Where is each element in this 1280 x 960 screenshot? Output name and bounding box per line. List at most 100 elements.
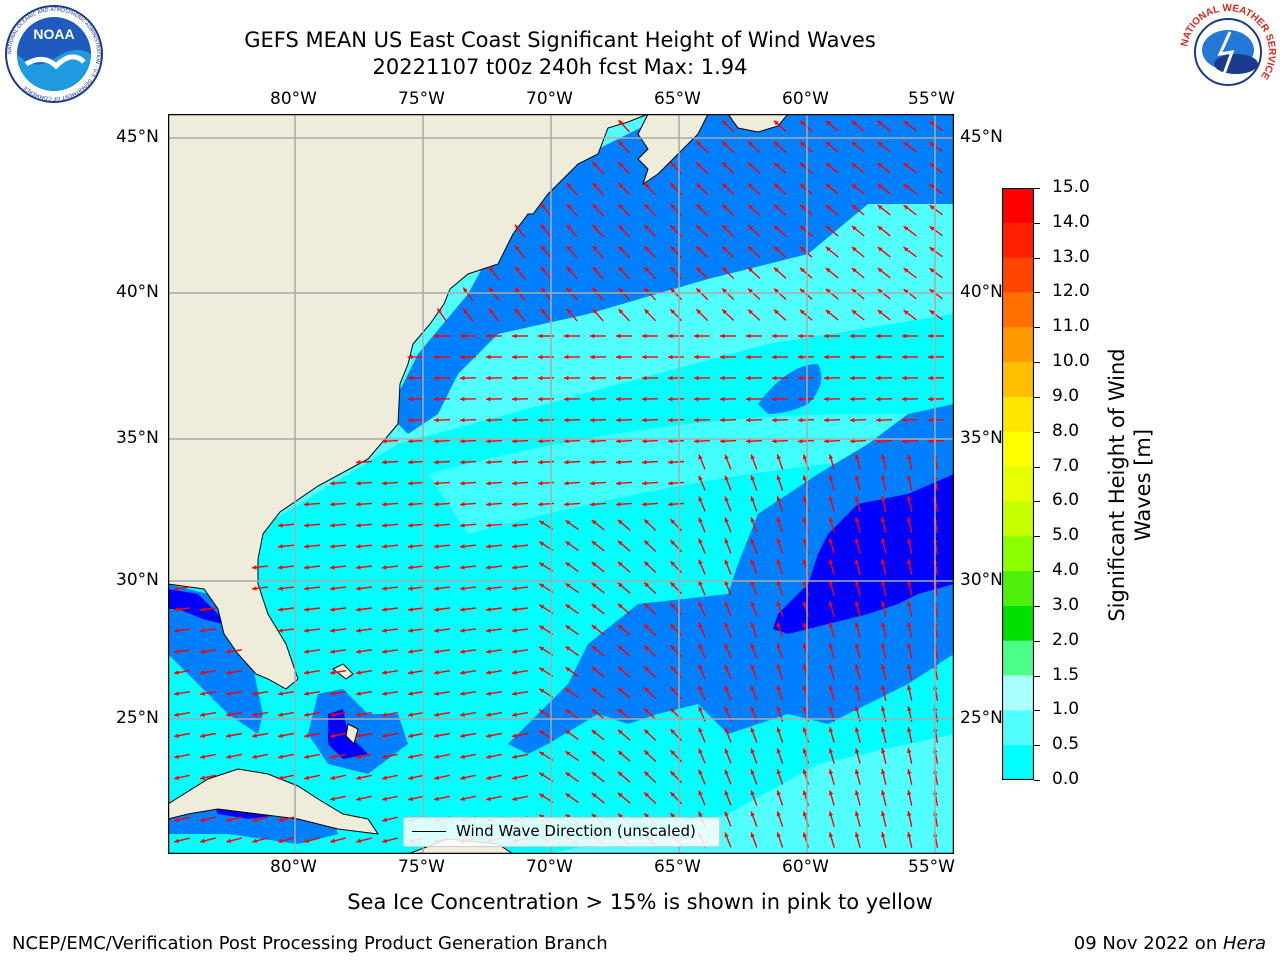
lat-label-left: 25°N — [116, 708, 159, 728]
wind-wave-arrowhead — [928, 354, 933, 360]
wind-wave-arrowhead — [670, 687, 676, 692]
wind-wave-map — [168, 114, 954, 854]
wind-wave-arrowhead — [670, 225, 676, 231]
colorbar-segment — [1002, 362, 1034, 398]
wind-wave-arrowhead — [907, 454, 912, 459]
wind-wave-arrowhead — [696, 267, 702, 273]
colorbar-tick — [1034, 188, 1040, 189]
wind-wave-arrowhead — [799, 162, 805, 168]
wind-wave-arrowhead — [644, 792, 649, 798]
wind-wave-arrowhead — [802, 727, 808, 733]
wind-wave-arrowhead — [828, 769, 834, 775]
wind-wave-arrowhead — [881, 496, 886, 502]
wind-wave-arrowhead — [928, 396, 933, 402]
wind-wave-arrowhead — [565, 562, 571, 567]
wind-wave-arrowhead — [382, 607, 387, 612]
wind-wave-arrowhead — [722, 120, 727, 126]
wind-wave-arrowhead — [881, 643, 886, 649]
wind-wave-arrowhead — [304, 838, 310, 843]
wind-wave-arrowhead — [434, 670, 439, 675]
colorbar-tick — [1034, 362, 1040, 364]
wind-wave-arrowhead — [200, 670, 205, 675]
wind-wave-arrowhead — [540, 287, 546, 293]
wind-wave-arrowhead — [460, 396, 465, 402]
wind-wave-arrowhead — [854, 601, 860, 607]
lon-label-top: 60°W — [782, 89, 829, 109]
wind-wave-arrowhead — [828, 475, 834, 481]
wind-wave-arrowhead — [696, 204, 702, 210]
wind-wave-arrowhead — [929, 163, 935, 168]
footer-host: Hera — [1222, 933, 1266, 954]
wind-wave-arrowhead — [802, 496, 808, 502]
wind-wave-arrowhead — [226, 670, 231, 675]
wind-wave-arrowhead — [512, 733, 517, 738]
wind-wave-arrowhead — [434, 649, 439, 654]
wind-wave-arrowhead — [566, 308, 572, 314]
wind-wave-arrowhead — [854, 559, 860, 565]
wind-wave-arrowhead — [720, 417, 725, 423]
wind-wave-arrowhead — [252, 817, 258, 822]
wind-wave-arrowhead — [854, 769, 860, 775]
wind-wave-arrowhead — [356, 649, 361, 654]
wind-wave-arrowhead — [776, 811, 781, 817]
wind-wave-arrowhead — [828, 685, 834, 691]
wind-wave-arrowhead — [330, 649, 335, 654]
wind-wave-arrowhead — [618, 309, 624, 314]
wind-wave-arrowhead — [877, 226, 883, 231]
wind-wave-arrowhead — [746, 333, 751, 339]
wind-wave-arrowhead — [798, 438, 803, 444]
wind-wave-arrowhead — [929, 142, 935, 147]
wind-wave-arrowhead — [750, 517, 755, 523]
wind-wave-arrowhead — [696, 246, 702, 252]
wind-wave-arrowhead — [877, 289, 883, 294]
wind-wave-arrowhead — [851, 205, 857, 210]
colorbar-tick — [1034, 745, 1040, 747]
chart-title: GEFS MEAN US East Coast Significant Heig… — [244, 28, 876, 52]
wind-wave-arrowhead — [408, 691, 413, 696]
legend-line-swatch — [412, 831, 446, 832]
wind-wave-arrowhead — [200, 712, 205, 717]
wind-wave-arrowhead — [670, 162, 676, 168]
wind-wave-arrowhead — [929, 226, 935, 231]
wind-wave-arrowhead — [642, 375, 647, 381]
wind-wave-arrowhead — [382, 502, 387, 507]
wind-wave-arrowhead — [881, 622, 886, 628]
wind-wave-arrowhead — [825, 246, 831, 252]
wind-wave-arrowhead — [616, 459, 621, 465]
colorbar-tick-label: 2.0 — [1052, 629, 1080, 650]
wind-wave-arrowhead — [617, 729, 623, 735]
wind-wave-arrowhead — [539, 646, 545, 651]
wind-wave-arrowhead — [670, 204, 676, 210]
wind-wave-arrowhead — [854, 517, 860, 523]
colorbar-segment — [1002, 222, 1034, 259]
wind-wave-arrowhead — [799, 225, 805, 231]
wind-wave-arrowhead — [565, 814, 571, 819]
sea-ice-caption: Sea Ice Concentration > 15% is shown in … — [347, 890, 933, 914]
wind-wave-arrowhead — [434, 544, 439, 549]
wind-wave-arrowhead — [824, 417, 829, 423]
colorbar-tick — [1034, 327, 1040, 329]
lat-label-right: 25°N — [960, 708, 1003, 728]
wind-wave-arrowhead — [382, 733, 387, 738]
wind-wave-arrowhead — [382, 628, 387, 633]
wind-wave-arrowhead — [356, 796, 361, 801]
wind-wave-arrowhead — [278, 628, 283, 633]
wind-wave-arrowhead — [538, 375, 543, 381]
wind-wave-arrowhead — [722, 288, 727, 294]
wind-wave-arrowhead — [330, 796, 335, 801]
wind-wave-arrowhead — [356, 733, 361, 738]
wind-wave-arrowhead — [746, 354, 751, 360]
colorbar-tick-label: 1.5 — [1052, 664, 1080, 685]
wind-wave-arrowhead — [644, 309, 650, 314]
wind-wave-arrowhead — [408, 628, 413, 633]
wind-wave-arrowhead — [802, 622, 808, 628]
colorbar-tick-label: 3.0 — [1052, 594, 1080, 615]
wind-wave-arrowhead — [902, 417, 907, 423]
wind-wave-arrowhead — [616, 354, 621, 360]
wind-wave-arrowhead — [486, 649, 491, 654]
wind-wave-arrowhead — [774, 204, 779, 210]
wind-wave-arrowhead — [539, 583, 545, 588]
wind-wave-arrowhead — [776, 538, 781, 544]
wind-wave-arrowhead — [750, 559, 755, 565]
colorbar-tick — [1034, 536, 1040, 538]
